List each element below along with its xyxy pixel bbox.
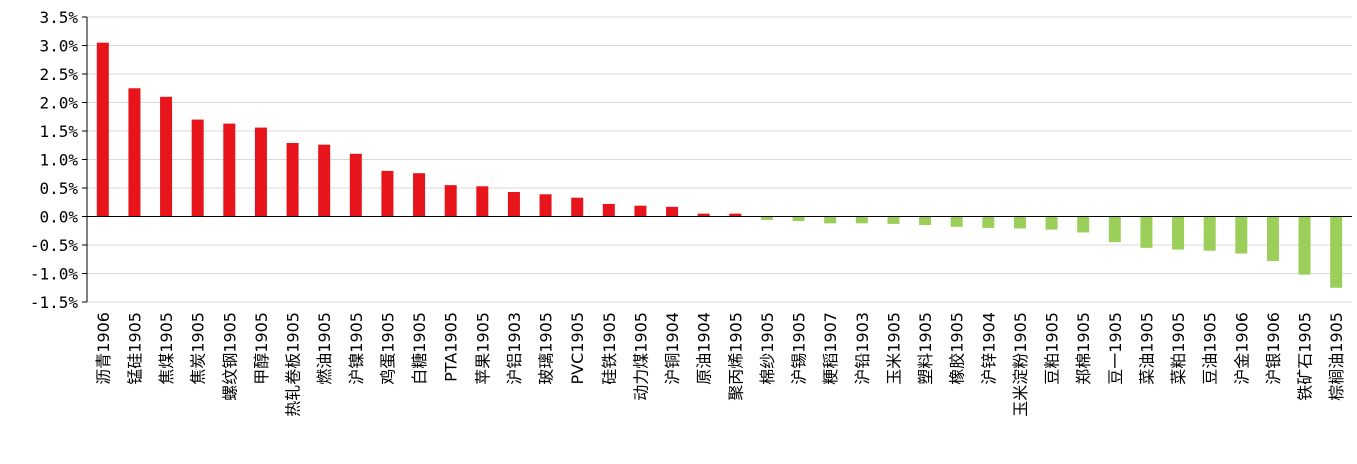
x-tick-label: 苹果1905 — [473, 312, 492, 385]
x-tick-label: 沪铅1903 — [853, 312, 872, 385]
bar — [634, 205, 647, 217]
x-tick-label: 豆油1905 — [1201, 312, 1220, 385]
x-tick-label: PVC1905 — [568, 312, 587, 384]
bar — [1235, 216, 1248, 254]
bar — [1013, 216, 1026, 229]
y-tick-label: 3.0% — [39, 37, 78, 56]
x-tick-label: 铁矿石1905 — [1296, 312, 1315, 401]
bar — [760, 216, 773, 220]
y-tick-label: -0.5% — [30, 236, 79, 255]
x-tick-label: 白糖1905 — [410, 312, 429, 385]
x-tick-label: 焦煤1905 — [157, 312, 176, 385]
x-tick-label: 沪锡1905 — [790, 312, 809, 385]
x-tick-label: 玻璃1905 — [537, 312, 556, 385]
x-tick-label: 沪金1906 — [1232, 312, 1251, 385]
bar — [1203, 216, 1216, 251]
y-tick-label: 0.0% — [39, 208, 78, 227]
bar — [1077, 216, 1090, 233]
bar — [1172, 216, 1185, 250]
bar — [1045, 216, 1058, 230]
bar — [855, 216, 868, 224]
bar — [697, 213, 710, 217]
bars — [96, 42, 1343, 288]
bar — [792, 216, 805, 222]
bar — [1140, 216, 1153, 248]
gridlines — [82, 16, 1352, 303]
x-tick-label: 橡胶1905 — [948, 312, 967, 385]
x-tick-label: 鸡蛋1905 — [378, 312, 397, 385]
bar — [1266, 216, 1279, 261]
x-tick-label: PTA1905 — [442, 312, 461, 382]
x-tick-label: 硅铁1905 — [600, 312, 619, 385]
bar — [349, 153, 362, 217]
x-tick-label: 玉米淀粉1905 — [1011, 312, 1030, 417]
x-tick-label: 沪锌1904 — [979, 312, 998, 385]
x-tick-label: 动力煤1905 — [631, 312, 650, 401]
y-tick-label: 0.5% — [39, 179, 78, 198]
x-axis-tick-labels: 沥青1906 锰硅1905 焦煤1905 焦炭1905 螺纹钢1905 甲醇1905 热轧卷… — [94, 312, 1346, 417]
bar — [413, 173, 426, 217]
y-tick-label: 2.5% — [39, 65, 78, 84]
bar — [160, 96, 173, 217]
bar — [729, 213, 742, 217]
y-tick-label: -1.5% — [30, 293, 79, 312]
bar — [887, 216, 900, 224]
x-tick-label: 沪铜1904 — [663, 312, 682, 385]
bar — [318, 144, 331, 217]
x-tick-label: 菜粕1905 — [1169, 312, 1188, 385]
bar — [539, 194, 552, 217]
y-tick-label: 1.5% — [39, 122, 78, 141]
y-tick-label: -1.0% — [30, 265, 79, 284]
x-tick-label: 燃油1905 — [315, 312, 334, 385]
x-tick-label: 沪银1906 — [1264, 312, 1283, 385]
bar — [191, 119, 204, 217]
x-tick-label: 热轧卷板1905 — [284, 312, 303, 417]
x-tick-label: 棉纱1905 — [758, 312, 777, 385]
bar — [950, 216, 963, 227]
bar — [444, 185, 457, 217]
bar — [571, 197, 584, 217]
bar — [824, 216, 837, 224]
x-tick-label: 原油1904 — [695, 312, 714, 385]
bar — [919, 216, 932, 226]
bar — [476, 186, 489, 217]
x-tick-label: 聚丙烯1905 — [726, 312, 745, 401]
y-tick-label: 2.0% — [39, 94, 78, 113]
bar — [254, 127, 267, 217]
x-tick-label: 粳稻1907 — [821, 312, 840, 385]
x-tick-label: 沪镍1905 — [347, 312, 366, 385]
bar — [381, 170, 394, 217]
x-tick-label: 螺纹钢1905 — [220, 312, 239, 401]
bar — [1298, 216, 1311, 275]
bar — [128, 88, 141, 217]
bar — [96, 42, 109, 217]
x-tick-label: 沪铝1903 — [505, 312, 524, 385]
bar — [286, 142, 299, 217]
x-tick-label: 沥青1906 — [94, 312, 113, 385]
bar — [666, 206, 679, 217]
x-tick-label: 焦炭1905 — [189, 312, 208, 385]
x-tick-label: 豆粕1905 — [1043, 312, 1062, 385]
y-axis-tick-labels: 3.5% 3.0% 2.5% 2.0% 1.5% 1.0% 0.5% 0.0% -0.5% -1.… — [30, 8, 79, 312]
bar — [223, 123, 236, 217]
x-tick-label: 菜油1905 — [1137, 312, 1156, 385]
x-tick-label: 棕榈油1905 — [1327, 312, 1346, 401]
x-tick-label: 锰硅1905 — [125, 312, 144, 385]
bar — [982, 216, 995, 228]
bar — [1108, 216, 1121, 243]
bar — [1330, 216, 1343, 288]
x-tick-label: 郑棉1905 — [1074, 312, 1093, 385]
y-tick-label: 3.5% — [39, 8, 78, 27]
y-tick-label: 1.0% — [39, 151, 78, 170]
x-tick-label: 塑料1905 — [916, 312, 935, 385]
bar — [602, 203, 615, 217]
x-tick-label: 豆一1905 — [1106, 312, 1125, 385]
x-tick-label: 玉米1905 — [884, 312, 903, 385]
bar — [507, 191, 520, 217]
x-tick-label: 甲醇1905 — [252, 312, 271, 385]
